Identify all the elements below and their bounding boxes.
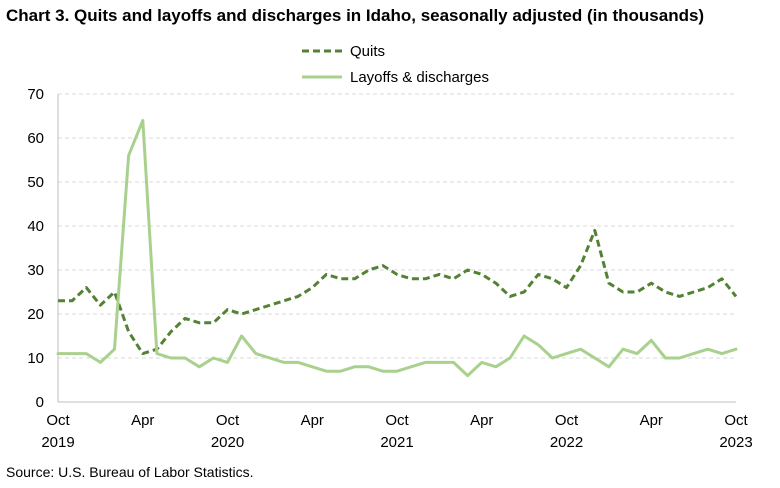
x-tick-year-label: 2023 [719,434,752,451]
y-tick-label: 0 [36,394,44,411]
legend: Quits Layoffs & discharges [302,43,489,86]
x-tick-label: Apr [640,412,663,429]
y-tick-label: 20 [27,306,44,323]
x-tick-label: Apr [131,412,154,429]
series-line-quits [58,228,738,356]
x-tick-label: Oct [46,412,70,429]
y-tick-label: 10 [27,350,44,367]
x-tick-year-label: 2021 [380,434,413,451]
y-tick-label: 70 [27,86,44,103]
x-tick-label: Oct [555,412,579,429]
y-tick-label: 60 [27,130,44,147]
source-note: Source: U.S. Bureau of Labor Statistics. [6,464,254,480]
series-line-layoffs-discharges [56,118,738,378]
x-tick-label: Oct [385,412,409,429]
gridlines [58,93,736,359]
chart-title: Chart 3. Quits and layoffs and discharge… [6,6,705,25]
x-tick-label: Oct [216,412,240,429]
x-tick-label: Oct [724,412,748,429]
x-tick-year-label: 2019 [41,434,74,451]
x-tick-label: Apr [470,412,493,429]
legend-label-quits: Quits [350,43,385,60]
y-tick-label: 30 [27,262,44,279]
axes: 0 10 20 30 40 50 60 70 Oct 2019 Apr Oct 2020 Apr Oct 20… [27,86,752,451]
y-tick-label: 50 [27,174,44,191]
series-lines [56,118,738,378]
x-tick-year-label: 2022 [550,434,583,451]
x-tick-label: Apr [301,412,324,429]
y-tick-label: 40 [27,218,44,235]
legend-label-layoffs-discharges: Layoffs & discharges [350,69,489,86]
x-tick-year-label: 2020 [211,434,244,451]
